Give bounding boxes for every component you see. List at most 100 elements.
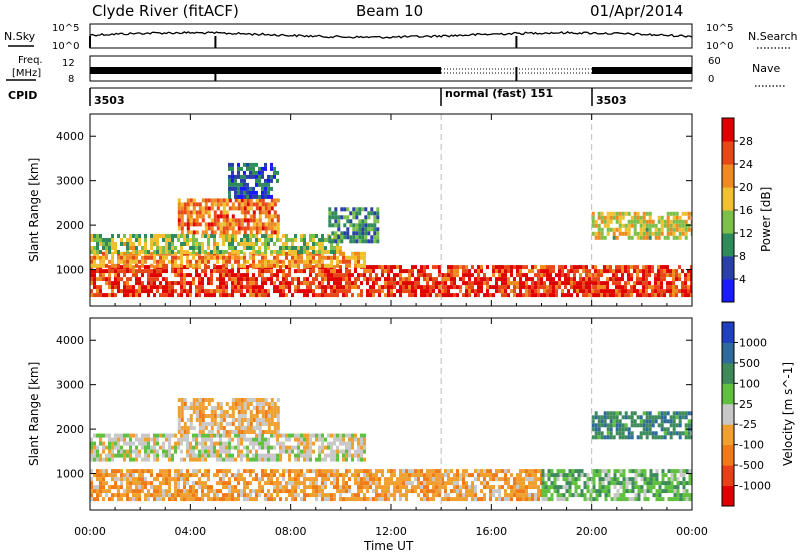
cpid-panel: CPID 3503 normal (fast) 151 3503: [8, 87, 692, 107]
data-cell: [231, 269, 234, 274]
data-cell: [513, 493, 516, 498]
data-cell: [462, 265, 465, 270]
data-cell: [171, 263, 174, 268]
data-cell: [651, 293, 654, 298]
data-cell: [183, 281, 186, 286]
data-cell: [189, 445, 192, 450]
data-cell: [90, 259, 93, 264]
data-cell: [222, 226, 226, 231]
data-cell: [198, 410, 202, 414]
data-cell: [117, 281, 120, 286]
data-cell: [531, 493, 534, 498]
data-cell: [162, 289, 165, 294]
data-cell: [429, 477, 432, 482]
data-cell: [207, 238, 210, 242]
data-cell: [237, 222, 241, 227]
data-cell: [549, 281, 552, 286]
data-cell: [90, 263, 93, 268]
data-cell: [240, 218, 244, 223]
data-cell: [147, 269, 150, 274]
data-cell: [252, 226, 256, 231]
data-cell: [501, 289, 504, 294]
data-cell: [105, 489, 108, 494]
data-cell: [213, 218, 217, 223]
data-cell: [468, 285, 471, 290]
data-cell: [114, 473, 117, 478]
data-cell: [165, 493, 168, 498]
data-cell: [453, 281, 456, 286]
data-cell: [355, 211, 359, 216]
data-cell: [528, 477, 531, 482]
data-cell: [336, 269, 339, 274]
data-cell: [597, 227, 601, 232]
data-cell: [675, 273, 678, 278]
data-cell: [264, 194, 267, 199]
time-axis-label: Time UT: [363, 539, 414, 553]
data-cell: [612, 423, 616, 428]
data-cell: [480, 285, 483, 290]
data-cell: [108, 242, 111, 246]
data-cell: [276, 218, 280, 223]
data-cell: [249, 289, 252, 294]
data-cell: [168, 449, 171, 454]
data-cell: [684, 289, 687, 294]
data-cell: [342, 273, 345, 278]
data-cell: [270, 473, 273, 478]
data-cell: [264, 277, 267, 282]
data-cell: [267, 269, 270, 274]
data-cell: [426, 489, 429, 494]
data-cell: [192, 473, 195, 478]
data-cell: [672, 289, 675, 294]
data-cell: [577, 493, 581, 498]
data-cell: [201, 481, 204, 486]
data-cell: [162, 445, 165, 450]
cpid-segment-2: normal (fast) 151: [445, 87, 553, 100]
data-cell: [657, 277, 660, 282]
data-cell: [345, 481, 348, 486]
data-cell: [96, 246, 99, 250]
data-cell: [180, 293, 183, 298]
data-cell: [117, 263, 120, 268]
data-cell: [609, 289, 612, 294]
data-cell: [655, 473, 659, 478]
data-cell: [666, 427, 670, 432]
data-cell: [366, 265, 369, 270]
data-cell: [216, 422, 220, 426]
data-cell: [606, 431, 610, 436]
data-cell: [135, 246, 138, 250]
data-cell: [637, 493, 641, 498]
data-cell: [681, 219, 685, 224]
data-cell: [180, 273, 183, 278]
data-cell: [586, 477, 590, 482]
data-cell: [507, 269, 510, 274]
data-cell: [111, 449, 114, 454]
data-cell: [108, 489, 111, 494]
data-cell: [550, 493, 554, 498]
data-cell: [201, 289, 204, 294]
data-cell: [141, 445, 144, 450]
data-cell: [204, 273, 207, 278]
data-cell: [264, 410, 268, 414]
data-cell: [246, 285, 249, 290]
data-cell: [267, 263, 270, 268]
data-cell: [165, 234, 168, 238]
data-cell: [565, 477, 569, 482]
data-cell: [192, 457, 195, 462]
data-cell: [219, 269, 222, 274]
data-cell: [504, 473, 507, 478]
data-cell: [168, 234, 171, 238]
data-cell: [141, 485, 144, 490]
data-cell: [102, 293, 105, 298]
data-cell: [180, 214, 184, 219]
data-cell: [243, 259, 246, 264]
data-cell: [549, 293, 552, 298]
data-cell: [318, 433, 321, 438]
data-cell: [525, 485, 528, 490]
data-cell: [201, 453, 204, 458]
data-cell: [249, 218, 253, 223]
data-cell: [426, 293, 429, 298]
data-cell: [612, 235, 616, 240]
data-cell: [135, 481, 138, 486]
data-cell: [462, 273, 465, 278]
data-cell: [618, 435, 622, 440]
